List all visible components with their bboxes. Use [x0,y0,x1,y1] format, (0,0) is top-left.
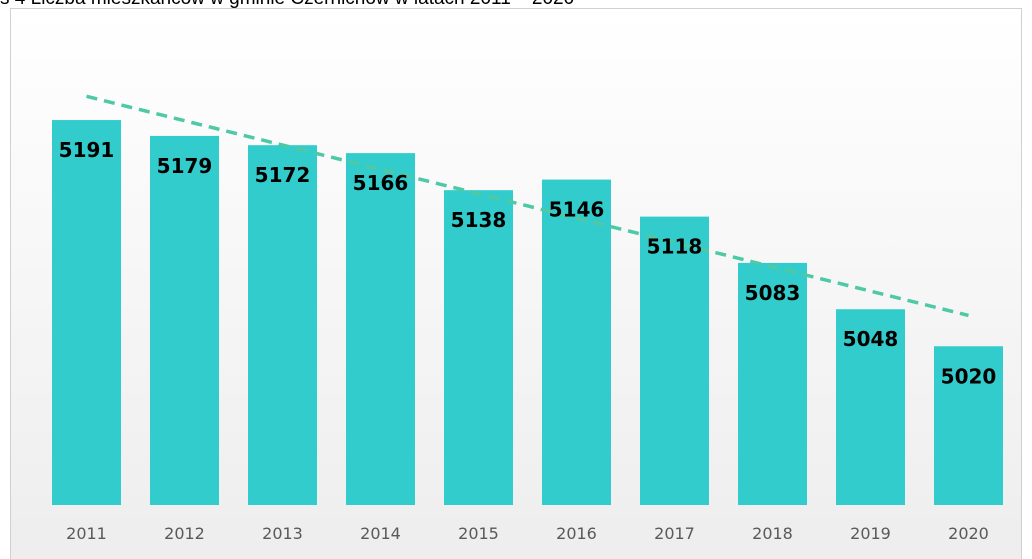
x-tick-label: 2017 [654,524,695,543]
x-tick-label: 2013 [262,524,303,543]
bar [150,135,219,505]
x-tick-label: 2015 [458,524,499,543]
data-label: 5083 [745,281,801,305]
bar [738,262,807,505]
x-tick-label: 2020 [948,524,989,543]
x-tick-label: 2019 [850,524,891,543]
bar [934,346,1003,505]
x-tick-label: 2011 [66,524,107,543]
data-label: 5118 [647,235,703,259]
x-tick-label: 2014 [360,524,401,543]
bar [52,120,121,505]
data-label: 5138 [451,208,507,232]
data-label: 5172 [255,163,311,187]
data-label: 5166 [353,171,409,195]
bar [836,309,905,505]
bar [346,153,415,505]
data-label: 5048 [843,327,899,351]
trendline [86,94,969,318]
bar [640,216,709,506]
x-tick-label: 2016 [556,524,597,543]
data-label: 5179 [157,154,213,178]
data-label: 5146 [549,198,605,222]
chart-title: s 4 Liczba mieszkańców w gminie Czernich… [0,0,574,9]
bar [248,145,317,505]
data-label: 5020 [941,364,997,388]
x-tick-label: 2018 [752,524,793,543]
x-tick-label: 2012 [164,524,205,543]
bar [444,190,513,505]
data-label: 5191 [59,138,115,162]
bar [542,179,611,505]
